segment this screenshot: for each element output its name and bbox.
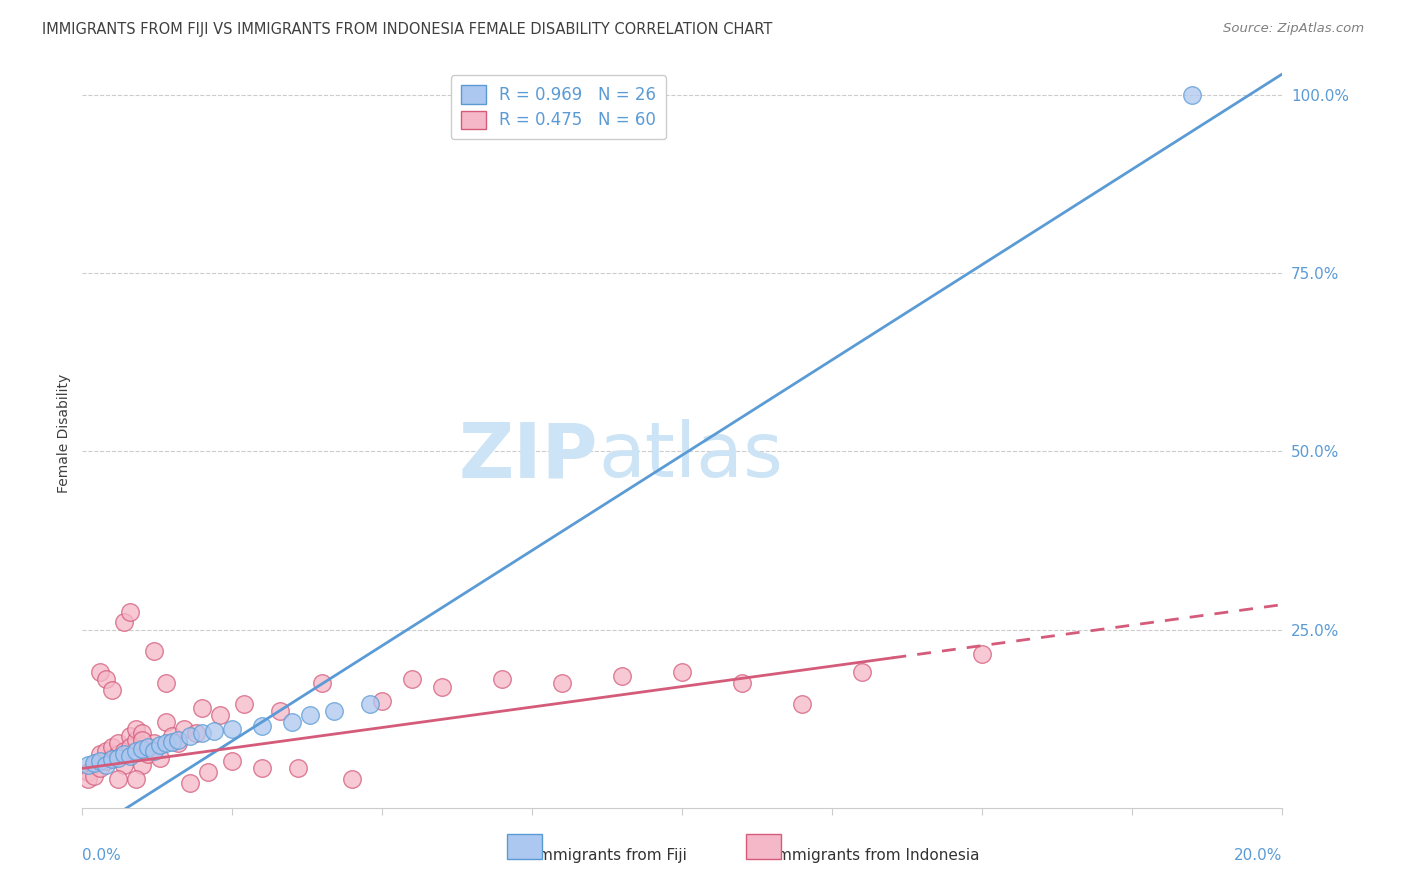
Text: atlas: atlas	[599, 419, 783, 493]
Point	[107, 747, 129, 761]
Point	[125, 772, 148, 786]
Point	[252, 761, 274, 775]
Point	[233, 698, 256, 712]
Point	[143, 644, 166, 658]
Point	[112, 757, 135, 772]
Point	[792, 698, 814, 712]
Point	[101, 750, 124, 764]
Point	[612, 669, 634, 683]
Point	[162, 735, 184, 749]
Point	[107, 737, 129, 751]
Point	[311, 676, 333, 690]
Point	[269, 705, 291, 719]
Legend: R = 0.969   N = 26, R = 0.475   N = 60: R = 0.969 N = 26, R = 0.475 N = 60	[451, 76, 666, 139]
Point	[342, 772, 364, 786]
Point	[551, 676, 574, 690]
Point	[281, 715, 304, 730]
Point	[101, 752, 124, 766]
Point	[101, 683, 124, 698]
Point	[101, 740, 124, 755]
Point	[125, 723, 148, 737]
Point	[221, 723, 243, 737]
Text: 0.0%: 0.0%	[83, 847, 121, 863]
Point	[155, 715, 177, 730]
Point	[197, 764, 219, 779]
Point	[131, 757, 153, 772]
Point	[77, 757, 100, 772]
Point	[112, 615, 135, 630]
Point	[731, 676, 754, 690]
Point	[155, 737, 177, 751]
Point	[401, 673, 423, 687]
Point	[149, 750, 172, 764]
Point	[191, 701, 214, 715]
Point	[491, 673, 513, 687]
Point	[96, 757, 118, 772]
Point	[89, 747, 111, 761]
Point	[972, 648, 994, 662]
Point	[96, 754, 118, 768]
Point	[83, 757, 105, 772]
Point	[89, 665, 111, 680]
Point	[89, 754, 111, 768]
Point	[125, 744, 148, 758]
Point	[83, 768, 105, 782]
Point	[287, 761, 309, 775]
Point	[136, 747, 159, 761]
Point	[299, 708, 322, 723]
Point	[120, 730, 142, 744]
Point	[252, 719, 274, 733]
Text: Source: ZipAtlas.com: Source: ZipAtlas.com	[1223, 22, 1364, 36]
Point	[77, 772, 100, 786]
Point	[209, 708, 232, 723]
Point	[162, 730, 184, 744]
Point	[83, 756, 105, 771]
Point	[167, 733, 190, 747]
Point	[107, 750, 129, 764]
Point	[155, 676, 177, 690]
Point	[120, 605, 142, 619]
Point	[112, 747, 135, 761]
Point	[221, 754, 243, 768]
Point	[179, 730, 201, 744]
Point	[173, 723, 195, 737]
Point	[851, 665, 873, 680]
Text: IMMIGRANTS FROM FIJI VS IMMIGRANTS FROM INDONESIA FEMALE DISABILITY CORRELATION : IMMIGRANTS FROM FIJI VS IMMIGRANTS FROM …	[42, 22, 772, 37]
Point	[143, 737, 166, 751]
Point	[136, 740, 159, 755]
Point	[202, 723, 225, 738]
Text: Immigrants from Indonesia: Immigrants from Indonesia	[752, 847, 979, 863]
Text: 20.0%: 20.0%	[1234, 847, 1282, 863]
Y-axis label: Female Disability: Female Disability	[58, 374, 72, 493]
Point	[131, 726, 153, 740]
Point	[120, 740, 142, 755]
Point	[120, 749, 142, 764]
Point	[167, 737, 190, 751]
Point	[1181, 88, 1204, 103]
Point	[77, 764, 100, 779]
Point	[371, 694, 394, 708]
Point	[96, 673, 118, 687]
Point	[149, 738, 172, 752]
Point	[125, 733, 148, 747]
Point	[107, 772, 129, 786]
Point	[186, 726, 208, 740]
Point	[112, 744, 135, 758]
Point	[143, 744, 166, 758]
Point	[89, 761, 111, 775]
Point	[671, 665, 693, 680]
Text: Immigrants from Fiji: Immigrants from Fiji	[513, 847, 686, 863]
Text: ZIP: ZIP	[458, 419, 599, 493]
Point	[131, 742, 153, 756]
Point	[131, 733, 153, 747]
Point	[179, 775, 201, 789]
Point	[191, 726, 214, 740]
Point	[323, 705, 346, 719]
Point	[96, 744, 118, 758]
Point	[432, 680, 454, 694]
Point	[359, 698, 381, 712]
